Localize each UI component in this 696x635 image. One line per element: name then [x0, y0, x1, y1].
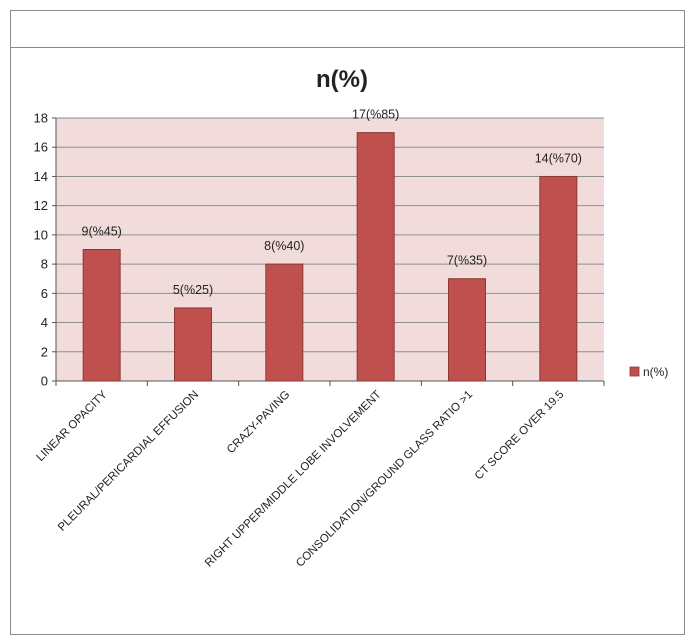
legend-swatch [629, 366, 640, 377]
data-label: 8(%40) [264, 239, 304, 253]
bar [174, 307, 212, 382]
category-label: RIGHT UPPER/MIDDLE LOBE INVOLVEMENT [203, 389, 384, 570]
data-label: 17(%85) [352, 108, 399, 122]
chart-title: n(%) [316, 66, 368, 93]
chart-header-strip [10, 10, 685, 48]
category-label: CT SCORE OVER 19.5 [473, 389, 567, 483]
y-tick-label: 16 [34, 140, 48, 155]
data-label: 5(%25) [173, 283, 213, 297]
plot-background [56, 118, 604, 381]
bar [82, 249, 121, 382]
legend-label: n(%) [643, 365, 668, 379]
y-tick-label: 18 [34, 111, 48, 126]
data-label: 9(%45) [82, 225, 122, 239]
y-tick-label: 12 [34, 198, 48, 213]
y-tick-label: 8 [41, 257, 48, 272]
y-tick-label: 10 [34, 227, 48, 242]
category-label: PLEURAL/PERICARDIAL EFFUSION [56, 389, 201, 534]
category-label: CRAZY-PAVING [225, 389, 293, 457]
bar [539, 175, 578, 382]
bar [356, 132, 395, 382]
legend: n(%) [629, 365, 668, 379]
y-tick-label: 0 [41, 374, 48, 389]
data-label: 7(%35) [447, 254, 487, 268]
plot-area: 0 2 4 6 8 10 12 14 16 18 9(%45) LINEAR OPACITY 5(%25… [34, 108, 605, 570]
data-label: 14(%70) [535, 151, 582, 165]
y-tick-label: 14 [34, 169, 48, 184]
bar [448, 278, 486, 382]
y-tick-label: 4 [41, 315, 48, 330]
bar [265, 263, 304, 382]
category-label: CONSOLIDATION/GROUND GLASS RATIO >1 [294, 389, 475, 570]
category-label: LINEAR OPACITY [35, 388, 110, 463]
y-tick-label: 2 [41, 344, 48, 359]
y-tick-label: 6 [41, 286, 48, 301]
